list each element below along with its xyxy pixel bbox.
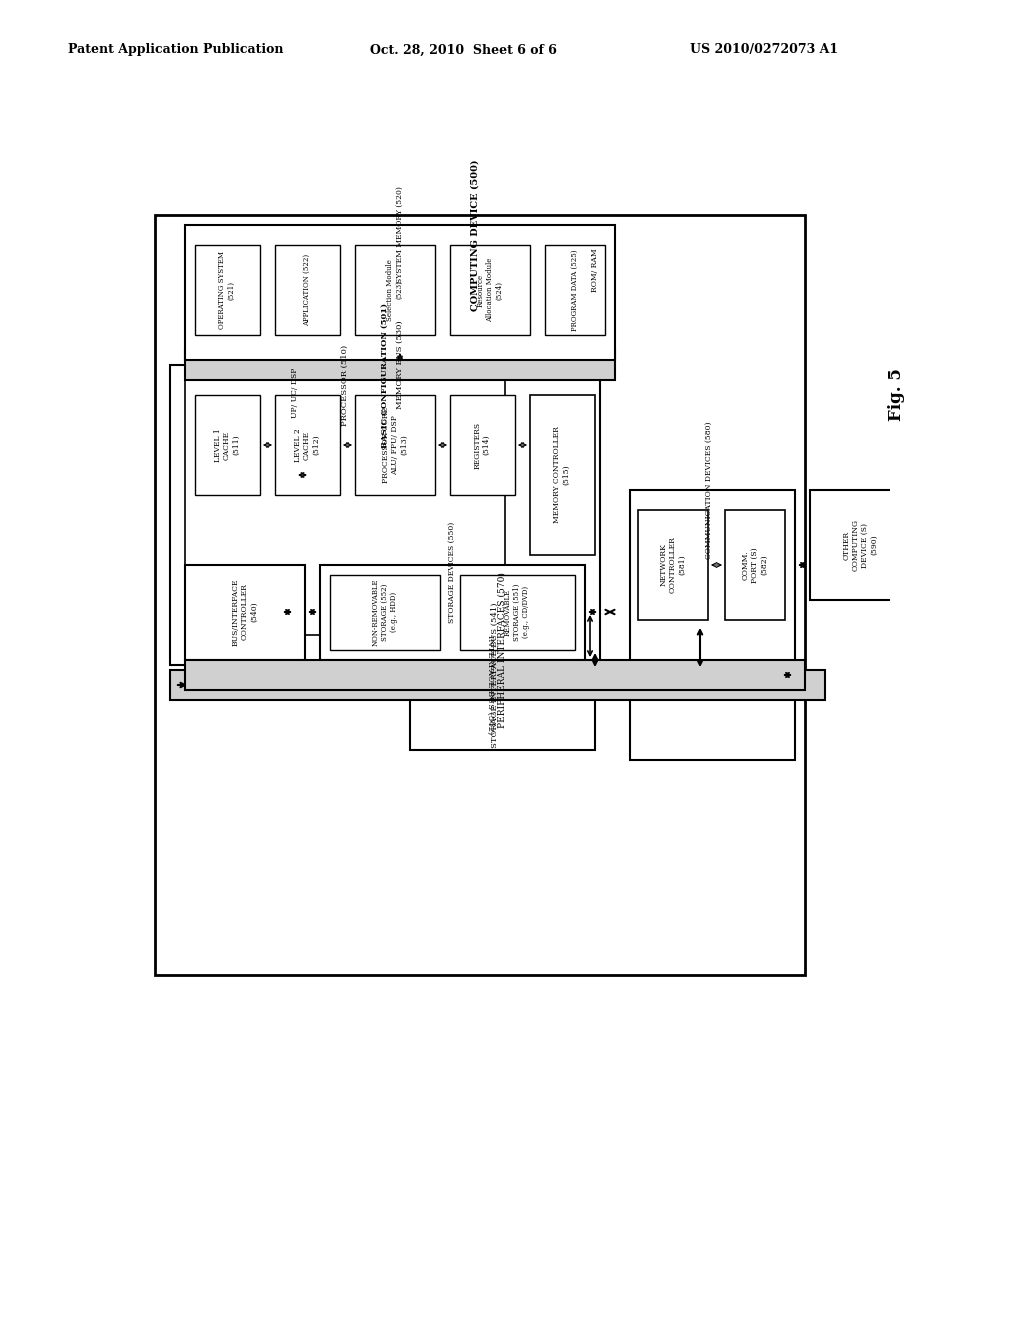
Bar xyxy=(155,215,805,975)
Bar xyxy=(630,490,795,760)
Bar xyxy=(355,395,435,495)
Text: OPERATING SYSTEM
(521): OPERATING SYSTEM (521) xyxy=(218,251,236,329)
Text: Selection Module
(523): Selection Module (523) xyxy=(386,259,403,321)
Bar xyxy=(638,510,708,620)
Text: PERIPHERAL INTERFACES (570): PERIPHERAL INTERFACES (570) xyxy=(498,572,507,727)
Bar xyxy=(185,380,505,635)
Text: INTERFACE BUS (542): INTERFACE BUS (542) xyxy=(486,635,494,735)
Text: MEMORY CONTROLLER
(515): MEMORY CONTROLLER (515) xyxy=(553,426,570,524)
Text: PROGRAM DATA (525): PROGRAM DATA (525) xyxy=(571,249,579,331)
Text: ROM/ RAM: ROM/ RAM xyxy=(591,248,599,292)
Text: REGISTERS
(514): REGISTERS (514) xyxy=(473,421,490,469)
Text: APPLICATION (522): APPLICATION (522) xyxy=(303,253,311,326)
Text: STORAGE DEVICES (550): STORAGE DEVICES (550) xyxy=(449,521,456,623)
Text: STORAGE INTERFACE BUS (541): STORAGE INTERFACE BUS (541) xyxy=(490,602,499,747)
Bar xyxy=(185,350,615,380)
Bar xyxy=(170,366,600,665)
Bar xyxy=(545,246,605,335)
Text: MEMORY BUS (530): MEMORY BUS (530) xyxy=(396,321,404,409)
Bar xyxy=(185,224,615,360)
Bar xyxy=(810,490,910,601)
Text: Resource
Allocation Module
(524): Resource Allocation Module (524) xyxy=(477,257,503,322)
Bar xyxy=(355,246,435,335)
Bar xyxy=(185,565,305,660)
Bar xyxy=(195,395,260,495)
Text: BUS/INTERFACE
CONTROLLER
(540): BUS/INTERFACE CONTROLLER (540) xyxy=(231,578,258,645)
Text: NETWORK
CONTROLLER
(581): NETWORK CONTROLLER (581) xyxy=(659,536,686,594)
Text: BASIC CONFIGURATION (501): BASIC CONFIGURATION (501) xyxy=(381,302,389,447)
Text: LEVEL 2
CACHE
(512): LEVEL 2 CACHE (512) xyxy=(294,428,321,462)
Bar xyxy=(319,565,585,660)
Bar xyxy=(725,510,785,620)
Text: UP/ UC/ DSP: UP/ UC/ DSP xyxy=(291,368,299,418)
Text: REMOVABLE
STORAGE (551)
(e.g., CD/DVD): REMOVABLE STORAGE (551) (e.g., CD/DVD) xyxy=(504,583,530,640)
Bar xyxy=(450,246,530,335)
Text: Fig. 5: Fig. 5 xyxy=(888,368,905,421)
Text: Patent Application Publication: Patent Application Publication xyxy=(68,44,284,57)
Text: US 2010/0272073 A1: US 2010/0272073 A1 xyxy=(690,44,838,57)
Bar xyxy=(460,576,575,649)
Bar xyxy=(410,550,595,750)
Text: LEVEL 1
CACHE
(511): LEVEL 1 CACHE (511) xyxy=(214,428,241,462)
Bar xyxy=(330,576,440,649)
Bar xyxy=(530,395,595,554)
Text: NON-REMOVABLE
STORAGE (552)
(e.g., HDD): NON-REMOVABLE STORAGE (552) (e.g., HDD) xyxy=(372,578,398,645)
Bar xyxy=(170,671,825,700)
Text: OTHER
COMPUTING
DEVICE (S)
(590): OTHER COMPUTING DEVICE (S) (590) xyxy=(842,519,878,572)
Text: COMMUNICATION DEVICES (580): COMMUNICATION DEVICES (580) xyxy=(705,421,713,558)
Text: Oct. 28, 2010  Sheet 6 of 6: Oct. 28, 2010 Sheet 6 of 6 xyxy=(370,44,557,57)
Text: COMPUTING DEVICE (500): COMPUTING DEVICE (500) xyxy=(470,160,479,310)
Text: PROCESSOR (510): PROCESSOR (510) xyxy=(341,345,349,425)
Text: COMM.
PORT (S)
(582): COMM. PORT (S) (582) xyxy=(741,548,768,583)
Bar xyxy=(195,246,260,335)
Bar xyxy=(185,660,805,690)
Bar xyxy=(450,395,515,495)
Bar xyxy=(275,395,340,495)
Text: SYSTEM MEMORY (520): SYSTEM MEMORY (520) xyxy=(396,186,404,284)
Bar xyxy=(275,246,340,335)
Text: PROCESSOR CORE
ALU/ FPU/ DSP
(513): PROCESSOR CORE ALU/ FPU/ DSP (513) xyxy=(382,407,409,483)
